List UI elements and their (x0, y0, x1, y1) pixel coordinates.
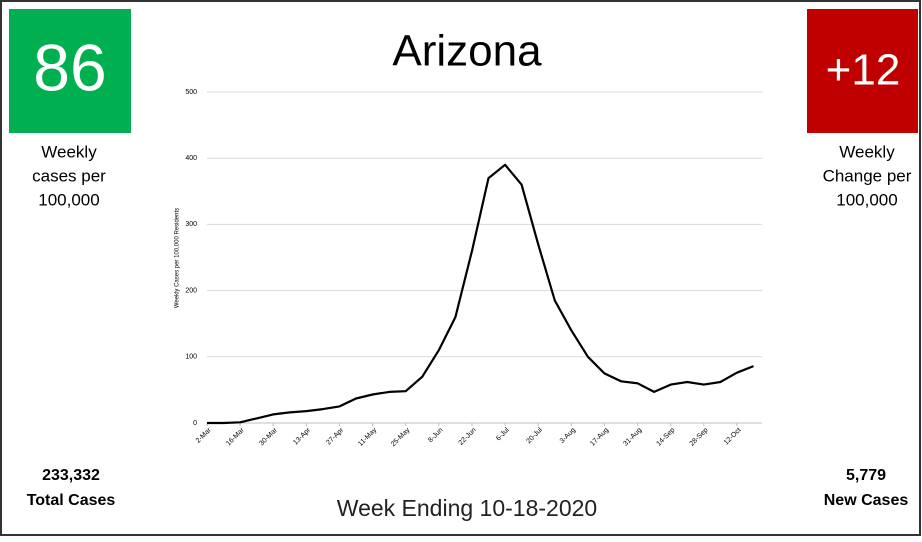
right-caption: 100,000 (836, 190, 897, 209)
line (207, 163, 754, 425)
y-tick-label: 200 (185, 287, 197, 294)
right-box (807, 9, 918, 133)
left-caption: cases per (32, 166, 106, 185)
right-caption: Weekly (839, 142, 895, 161)
left-count-label: Total Cases (27, 492, 116, 509)
chart-title: Arizona (392, 27, 542, 76)
right-count-label: New Cases (824, 492, 909, 509)
footer: Week Ending 10-18-2020 (337, 495, 597, 521)
left-count: 233,332 (42, 467, 100, 484)
left-box (9, 9, 131, 133)
left-caption: 100,000 (38, 190, 99, 209)
y-axis-label: Weekly Cases per 100,000 Residents (175, 208, 181, 308)
right-caption: Change per (823, 166, 912, 185)
y-tick-label: 400 (185, 155, 197, 162)
y-tick-label: 500 (185, 89, 197, 96)
y-tick-label: 300 (185, 221, 197, 228)
left-value: 86 (33, 30, 106, 104)
right-count: 5,779 (846, 467, 886, 484)
y-tick-label: 100 (185, 354, 197, 361)
right-value: +12 (826, 46, 901, 95)
y-tick-label: 0 (193, 420, 197, 427)
left-caption: Weekly (41, 142, 97, 161)
